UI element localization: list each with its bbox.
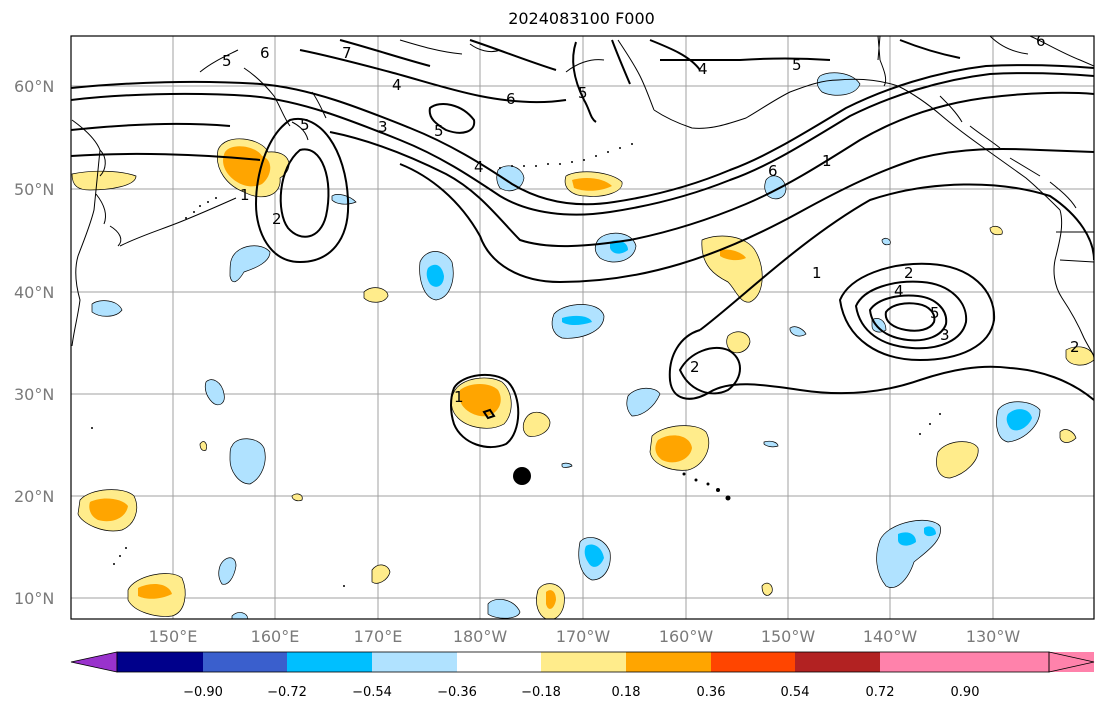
contour-label: 6 [1036,32,1046,50]
colorbar-tick-label: −0.72 [267,685,307,700]
colorbar-extend-low [70,651,118,673]
lon-label: 140°W [863,627,918,646]
lon-label: 160°E [251,627,300,646]
colorbar-segment [117,652,203,672]
colorbar-segment [795,652,880,672]
lat-label: 20°N [14,487,54,506]
contour-label: 5 [930,304,940,322]
colorbar: −0.90 −0.72 −0.54 −0.36 −0.18 0.18 0.36 … [70,651,1095,700]
latitude-labels: 60°N 50°N 40°N 30°N 20°N 10°N [14,77,54,608]
colorbar-segment [626,652,711,672]
colorbar-tick-label: 0.18 [612,685,641,700]
map-title: 2024083100 F000 [508,9,655,28]
contour-label: 1 [240,186,250,204]
contour-lines [71,39,1094,449]
colorbar-tick-label: −0.18 [521,685,561,700]
contour-label: 1 [812,264,822,282]
colorbar-segment [457,652,541,672]
lat-label: 50°N [14,180,54,199]
contour-label: 3 [940,326,950,344]
colorbar-tick-label: −0.36 [437,685,477,700]
contour-label: 4 [894,282,904,300]
contour-label: 5 [578,84,588,102]
contour-label: 4 [474,158,484,176]
contour-label: 2 [272,210,282,228]
contour-label: 1 [822,152,832,170]
lon-label: 170°W [556,627,611,646]
contour-label: 2 [1070,338,1080,356]
colorbar-extend-high [965,652,1094,672]
lon-label: 150°E [149,627,198,646]
lon-label: 170°E [354,627,403,646]
contour-label: 6 [768,162,778,180]
contour-label: 4 [392,76,402,94]
contour-label: 6 [260,44,270,62]
lat-label: 60°N [14,77,54,96]
lon-label: 150°W [761,627,816,646]
contour-label: 5 [792,56,802,74]
storm-center-dot [513,467,531,485]
colorbar-segment [287,652,372,672]
shaded-anomalies [71,72,1094,619]
coastlines [71,36,1094,357]
longitude-labels: 150°E 160°E 170°E 180°W 170°W 160°W 150°… [149,627,1021,646]
contour-labels: 5 6 7 4 3 5 4 6 5 4 5 6 1 5 1 2 1 2 4 5 … [222,32,1080,406]
colorbar-segment [541,652,626,672]
map-frame [70,35,1095,620]
contour-label: 1 [454,388,464,406]
colorbar-segment [711,652,795,672]
gridlines [71,36,1094,619]
colorbar-tick-label: −0.54 [352,685,392,700]
colorbar-segment [203,652,287,672]
island-chains [91,143,941,587]
colorbar-tick-label: 0.54 [781,685,810,700]
colorbar-tick-label: 0.72 [866,685,895,700]
colorbar-segment [880,652,965,672]
colorbar-tick-label: 0.36 [697,685,726,700]
colorbar-tick-label: −0.90 [183,685,223,700]
contour-label: 5 [222,52,232,70]
colorbar-tick-label: 0.90 [951,685,980,700]
contour-label: 2 [904,264,914,282]
lon-label: 180°W [453,627,508,646]
contour-label: 3 [378,118,388,136]
contour-label: 5 [300,116,310,134]
contour-label: 5 [434,122,444,140]
contour-label: 6 [506,90,516,108]
lat-label: 10°N [14,589,54,608]
contour-label: 7 [342,44,352,62]
lat-label: 30°N [14,385,54,404]
lat-label: 40°N [14,283,54,302]
lon-label: 130°W [966,627,1021,646]
lon-label: 160°W [659,627,714,646]
contour-label: 4 [698,60,708,78]
contour-label: 2 [690,358,700,376]
colorbar-segment [372,652,457,672]
